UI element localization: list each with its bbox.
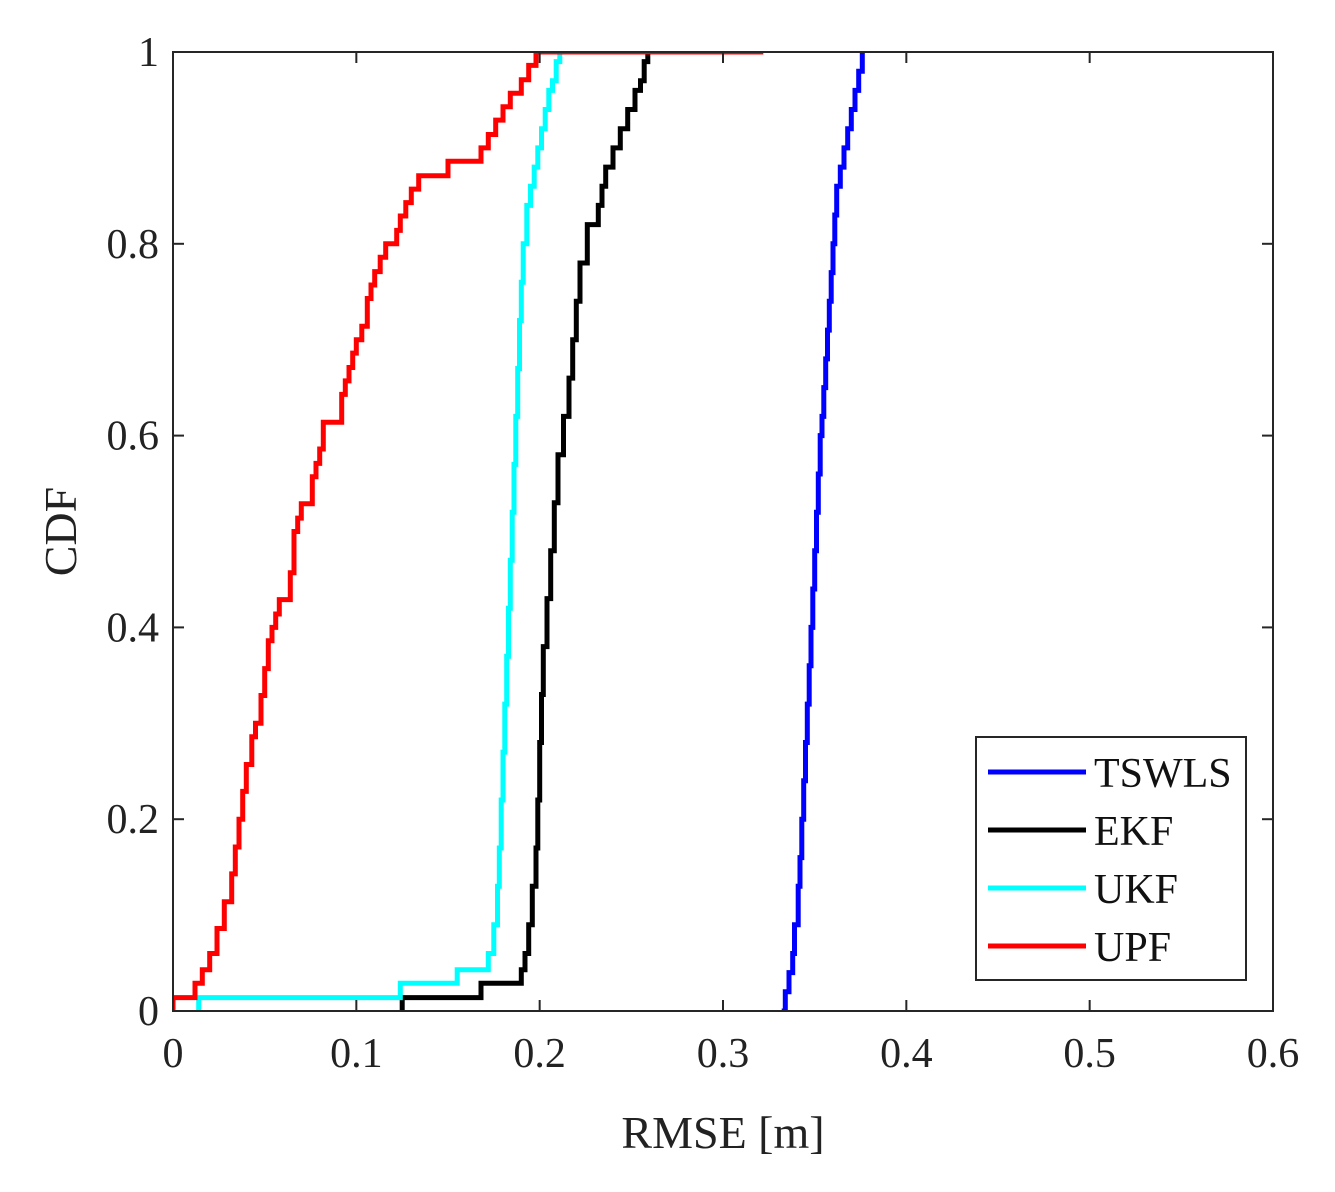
- x-tick-label: 0: [163, 1031, 184, 1077]
- x-axis-title: RMSE [m]: [621, 1107, 824, 1158]
- y-tick-label: 0: [138, 989, 159, 1035]
- legend-box: [975, 736, 1247, 981]
- x-tick-label: 0.5: [1063, 1031, 1116, 1077]
- legend-label-tswls: TSWLS: [1094, 751, 1232, 797]
- legend-label-ukf: UKF: [1094, 867, 1178, 913]
- x-tick-label: 0.4: [880, 1031, 933, 1077]
- y-tick-label: 0.8: [107, 222, 160, 268]
- ticks-layer: 0 0.1 0.2 0.3 0.4 0.5 0.6 0 0.2 0.4 0.6 0.8 1: [107, 30, 1300, 1077]
- series-line-ukf: [196, 52, 563, 1011]
- x-tick-label: 0.6: [1247, 1031, 1300, 1077]
- y-tick-label: 0.6: [107, 414, 160, 460]
- y-tick-label: 0.4: [107, 605, 160, 651]
- y-axis-title: CDF: [35, 487, 86, 576]
- legend-label-ekf: EKF: [1094, 809, 1173, 855]
- x-tick-label: 0.3: [697, 1031, 750, 1077]
- legend-label-upf: UPF: [1094, 925, 1171, 971]
- x-tick-label: 0.2: [513, 1031, 566, 1077]
- y-tick-label: 1: [138, 30, 159, 76]
- series-line-ekf: [399, 52, 651, 1011]
- y-tick-label: 0.2: [107, 797, 160, 843]
- legend: TSWLS EKF UKF UPF: [975, 736, 1247, 981]
- series-layer: [173, 52, 865, 1011]
- series-line-upf: [173, 52, 764, 1011]
- series-line-tswls: [781, 52, 865, 1011]
- x-tick-label: 0.1: [330, 1031, 383, 1077]
